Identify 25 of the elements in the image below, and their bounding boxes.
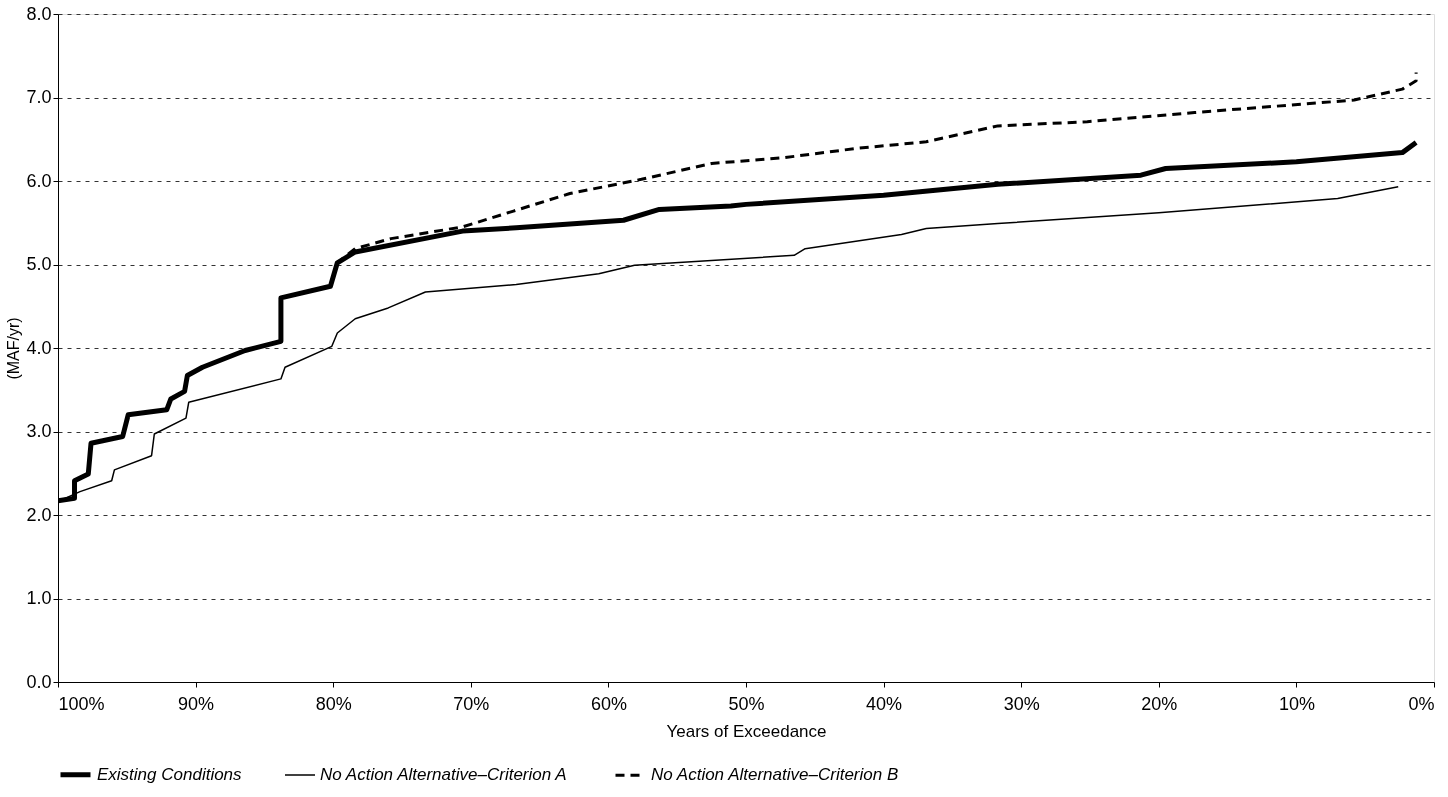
y-tick-label: 5.0 bbox=[26, 254, 52, 274]
x-tick-label: 100% bbox=[58, 693, 105, 714]
legend-label: No Action Alternative–Criterion A bbox=[320, 765, 567, 784]
x-tick-label: 30% bbox=[1003, 693, 1040, 714]
y-tick-label: 6.0 bbox=[26, 170, 52, 191]
x-tick-label: 60% bbox=[590, 693, 627, 714]
x-tick-label: 80% bbox=[315, 693, 352, 714]
x-tick-label: 90% bbox=[178, 693, 215, 714]
y-tick-label: 7.0 bbox=[26, 87, 52, 107]
y-tick-label: 8.0 bbox=[26, 3, 52, 24]
x-tick-label: 50% bbox=[728, 693, 765, 714]
y-tick-label: 0.0 bbox=[26, 671, 52, 692]
x-tick-label: 10% bbox=[1278, 693, 1315, 714]
legend-label: Existing Conditions bbox=[97, 764, 243, 784]
x-tick-label: 70% bbox=[453, 693, 490, 714]
y-tick-label: 1.0 bbox=[26, 588, 52, 608]
x-tick-label: 20% bbox=[1141, 693, 1178, 714]
legend-label: No Action Alternative–Criterion B bbox=[651, 765, 899, 785]
y-axis-title: (MAF/yr) bbox=[5, 317, 23, 380]
x-tick-label: 40% bbox=[866, 693, 903, 714]
x-axis-title: Years of Exceedance bbox=[666, 721, 827, 741]
y-tick-label: 3.0 bbox=[26, 421, 52, 441]
x-tick-label: 0% bbox=[1408, 693, 1435, 714]
y-tick-label: 2.0 bbox=[26, 504, 52, 525]
y-tick-label: 4.0 bbox=[26, 337, 52, 358]
